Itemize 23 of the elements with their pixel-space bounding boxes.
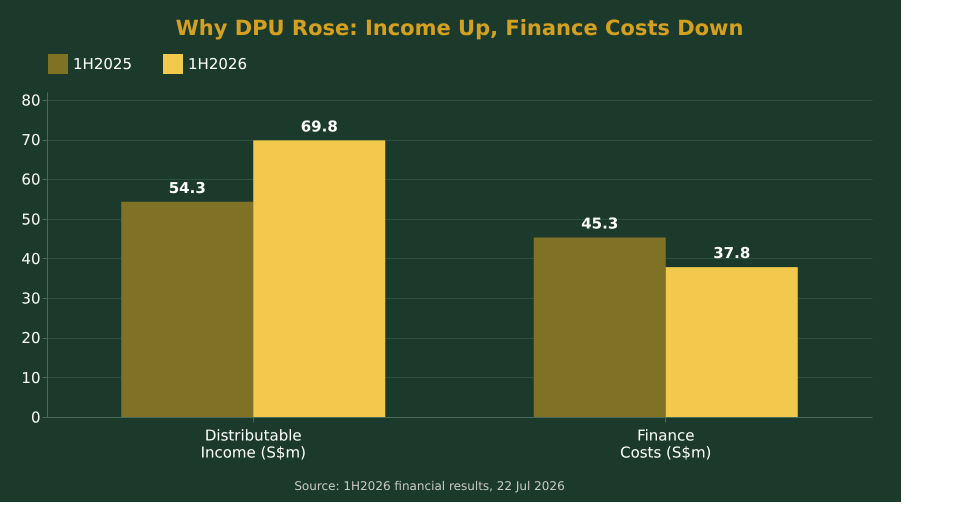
data-label: 69.8 bbox=[300, 117, 338, 136]
legend-label: 1H2025 bbox=[73, 55, 132, 73]
y-tick-label: 10 bbox=[21, 368, 40, 387]
y-tick-label: 70 bbox=[21, 131, 40, 150]
y-tick-label: 30 bbox=[21, 290, 40, 308]
source-note: Source: 1H2026 financial results, 22 Jul 2026 bbox=[294, 479, 565, 493]
bar bbox=[534, 237, 666, 417]
data-label: 54.3 bbox=[168, 178, 206, 197]
data-label: 37.8 bbox=[713, 244, 750, 262]
y-tick-label: 20 bbox=[21, 329, 40, 348]
y-tick-label: 40 bbox=[21, 250, 40, 268]
y-tick-label: 50 bbox=[21, 210, 40, 228]
data-label: 45.3 bbox=[581, 214, 618, 232]
x-tick-label: Distributable Income (S$m) bbox=[200, 426, 306, 462]
y-tick-label: 0 bbox=[30, 408, 40, 426]
bar bbox=[666, 267, 798, 417]
bar bbox=[121, 202, 254, 417]
y-tick-label: 80 bbox=[21, 91, 40, 110]
legend-label: 1H2026 bbox=[188, 55, 247, 73]
x-tick-label: Finance Costs (S$m) bbox=[620, 426, 712, 462]
chart-title: Why DPU Rose: Income Up, Finance Costs Down bbox=[176, 16, 744, 40]
y-tick-label: 60 bbox=[21, 170, 40, 189]
bar bbox=[253, 140, 386, 417]
